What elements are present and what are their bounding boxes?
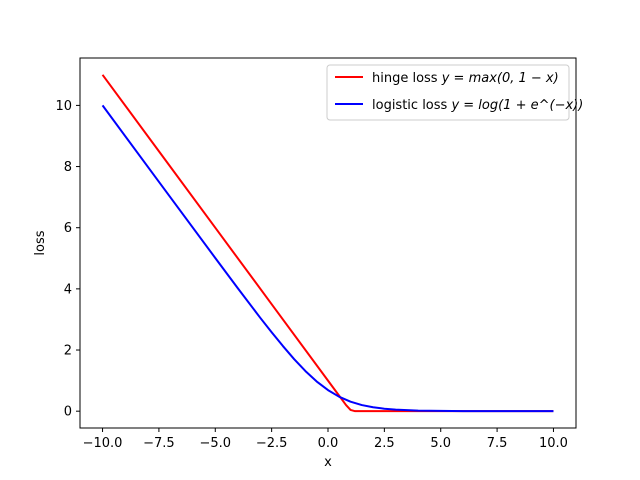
y-tick-label: 4 — [64, 282, 72, 297]
y-tick-label: 6 — [64, 221, 72, 236]
legend-frame — [326, 64, 570, 121]
x-axis-ticks: −10.0 −7.5 −5.0 −2.5 0.0 2.5 5.0 7.5 10.0 — [83, 428, 568, 451]
x-tick-label: −7.5 — [143, 436, 175, 451]
legend-entry-hinge-math: y = max(0, 1 − x) — [441, 71, 559, 86]
legend-entry-logistic-math: y = log(1 + e^(−x)) — [450, 98, 583, 113]
y-axis-ticks: 0 2 4 6 8 10 — [55, 99, 80, 420]
x-tick-label: 10.0 — [539, 436, 568, 451]
y-tick-label: 2 — [64, 344, 72, 359]
legend-entry-logistic: logistic loss y = log(1 + e^(−x)) — [372, 98, 583, 113]
y-axis-label: loss — [33, 230, 48, 255]
y-tick-label: 8 — [64, 160, 72, 175]
x-tick-label: −2.5 — [256, 436, 288, 451]
series-line-hinge — [101, 74, 554, 413]
series-line-logistic — [101, 104, 554, 413]
x-tick-label: 5.0 — [430, 436, 451, 451]
legend-entry-logistic-prefix: logistic loss — [372, 98, 451, 113]
plot-area — [101, 74, 554, 413]
x-tick-label: 2.5 — [374, 436, 395, 451]
x-tick-label: −5.0 — [199, 436, 231, 451]
legend-entry-hinge: hinge loss y = max(0, 1 − x) — [372, 71, 559, 86]
y-tick-label: 10 — [55, 99, 72, 114]
x-axis-label: x — [324, 455, 332, 470]
x-tick-label: −10.0 — [83, 436, 123, 451]
y-tick-label: 0 — [64, 405, 72, 420]
x-tick-label: 0.0 — [318, 436, 339, 451]
x-tick-label: 7.5 — [487, 436, 508, 451]
legend: hinge loss y = max(0, 1 − x) logistic lo… — [326, 64, 583, 121]
legend-entry-hinge-prefix: hinge loss — [372, 71, 442, 86]
